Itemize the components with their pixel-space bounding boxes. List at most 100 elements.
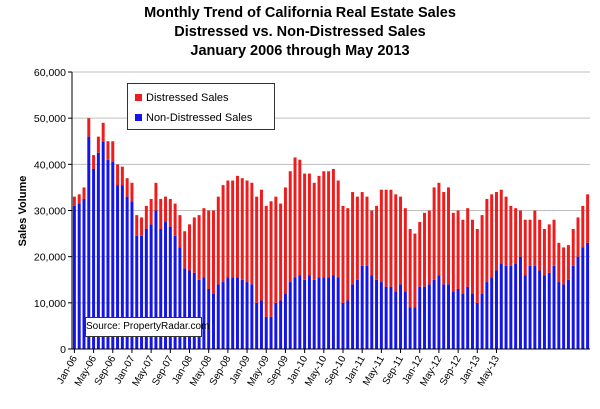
bar-distressed (298, 159, 302, 276)
bar-distressed (274, 196, 278, 303)
bar-distressed (423, 212, 427, 287)
bar-non-distressed (264, 316, 268, 349)
bar-distressed (432, 187, 436, 280)
bar-distressed (101, 122, 105, 142)
y-tick-label: 30,000 (34, 206, 66, 218)
bar-non-distressed (418, 286, 422, 349)
bar-non-distressed (399, 284, 403, 349)
bar-non-distressed (370, 275, 374, 349)
bar-non-distressed (365, 265, 369, 349)
bar-non-distressed (542, 275, 546, 349)
bar-non-distressed (188, 270, 191, 349)
bar-non-distressed (307, 275, 311, 349)
bar-non-distressed (375, 279, 379, 349)
bar-distressed (523, 219, 527, 276)
bar-distressed (365, 196, 369, 266)
bar-distressed (312, 182, 316, 280)
bar-non-distressed (101, 141, 105, 349)
chart-title-line-3: January 2006 through May 2013 (190, 43, 410, 59)
bar-non-distressed (360, 265, 364, 349)
bar-non-distressed (442, 284, 446, 349)
bar-non-distressed (269, 316, 273, 349)
bar-distressed (375, 205, 379, 280)
bar-distressed (154, 182, 158, 211)
bar-non-distressed (245, 282, 249, 349)
bar-distressed (264, 205, 268, 317)
bar-distressed (192, 217, 196, 273)
bar-distressed (269, 201, 273, 317)
bar-distressed (77, 194, 81, 204)
bar-non-distressed (403, 291, 407, 349)
bar-distressed (322, 171, 326, 278)
bar-non-distressed (82, 198, 86, 349)
y-tick-label: 0 (60, 344, 66, 356)
bar-non-distressed (274, 302, 278, 349)
bar-non-distressed (283, 293, 287, 349)
bar-distressed (456, 210, 460, 289)
bar-non-distressed (355, 279, 359, 349)
legend-swatch-non-distressed (135, 113, 142, 121)
y-tick-label: 40,000 (34, 159, 66, 171)
bar-distressed (571, 228, 575, 266)
bar-distressed (235, 175, 239, 278)
bar-distressed (461, 219, 465, 294)
bar-non-distressed (207, 288, 211, 349)
bar-non-distressed (130, 201, 134, 349)
bar-non-distressed (552, 265, 556, 349)
bar-distressed (490, 194, 494, 278)
bar-distressed (576, 217, 580, 257)
bar-distressed (197, 215, 201, 280)
bar-non-distressed (235, 277, 239, 349)
bar-non-distressed (178, 247, 182, 349)
y-tick-label: 10,000 (34, 298, 66, 310)
bar-distressed (92, 155, 96, 169)
bar-non-distressed (475, 302, 479, 349)
bar-distressed (250, 182, 254, 285)
bar-distressed (173, 203, 177, 236)
bar-distressed (149, 198, 153, 225)
bar-distressed (394, 194, 398, 292)
bar-distressed (120, 166, 124, 186)
bar-non-distressed (221, 282, 225, 349)
bar-non-distressed (92, 168, 96, 349)
bar-non-distressed (379, 282, 383, 349)
bar-non-distressed (87, 136, 91, 349)
bar-non-distressed (303, 279, 307, 349)
bar-non-distressed (293, 277, 297, 349)
bar-non-distressed (106, 159, 110, 349)
bar-non-distressed (298, 275, 302, 349)
bar-distressed (494, 192, 498, 271)
bar-distressed (557, 242, 561, 283)
bar-distressed (562, 247, 566, 285)
bar-non-distressed (518, 256, 522, 349)
bar-distressed (533, 210, 537, 266)
bar-distressed (188, 224, 191, 271)
bar-distressed (226, 180, 230, 278)
bar-non-distressed (456, 288, 460, 349)
bar-non-distressed (173, 235, 177, 349)
bar-non-distressed (192, 272, 196, 349)
bar-non-distressed (504, 265, 508, 349)
bar-distressed (87, 118, 91, 137)
bar-distressed (130, 182, 134, 202)
bar-distressed (346, 208, 350, 301)
bar-non-distressed (547, 272, 551, 349)
bar-distressed (451, 212, 455, 292)
bar-distressed (427, 210, 431, 285)
bar-non-distressed (581, 247, 585, 349)
chart-title: Monthly Trend of California Real Estate … (0, 4, 600, 61)
bar-distressed (355, 196, 359, 280)
bar-distressed (245, 180, 249, 283)
bar-distressed (72, 196, 76, 206)
bar-non-distressed (389, 286, 393, 349)
bar-non-distressed (317, 277, 321, 349)
bar-non-distressed (471, 293, 474, 349)
bar-non-distressed (447, 284, 450, 349)
bar-non-distressed (77, 203, 81, 349)
bar-distressed (216, 196, 220, 285)
bar-distressed (403, 208, 407, 292)
bar-non-distressed (144, 228, 148, 349)
bar-non-distressed (111, 162, 115, 349)
bar-distressed (288, 171, 292, 283)
bar-distressed (178, 215, 182, 248)
